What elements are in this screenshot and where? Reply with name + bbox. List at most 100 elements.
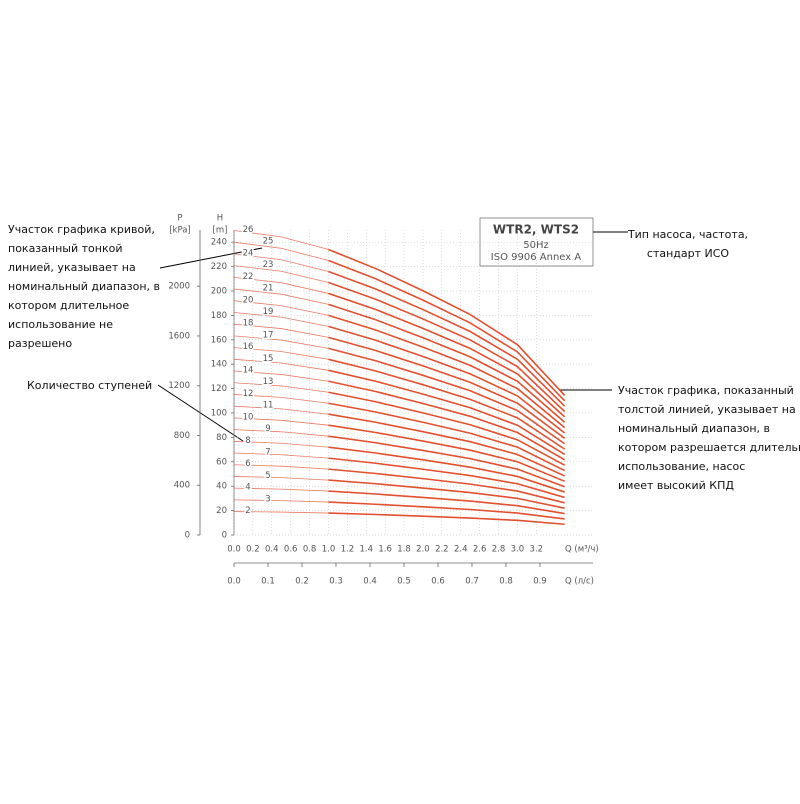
curve-thick [328,292,566,418]
x-tick-label: 3.0 [511,545,525,555]
curve-thick [328,325,566,434]
stage-label: 23 [263,260,274,270]
x-tick-label: 0.0 [227,545,241,555]
curve-thick [328,424,565,483]
x-tick-label: 2.4 [454,545,468,555]
stage-label: 9 [265,424,270,434]
y-tick-label: 180 [211,311,227,321]
curve-thin [233,265,329,283]
curve-thin [233,323,329,338]
x2-tick-label: 0.6 [431,577,445,587]
y-tick-label: 20 [216,506,227,516]
stage-label: 5 [265,471,270,481]
stage-label: 10 [243,412,254,422]
annotation: Тип насоса, частота, [627,228,748,241]
x-tick-label: 0.4 [265,545,279,555]
box-line: 50Hz [523,240,549,251]
x2-tick-label: 0.0 [227,577,241,587]
stage-label: 16 [243,342,254,352]
y-tick-label: 240 [211,238,227,248]
stage-label: 25 [263,237,274,247]
y2-tick-label: 0 [185,531,190,541]
x-tick-label: 1.2 [341,545,355,555]
curve-thin [233,440,329,448]
annotation: номинальный диапазон, в [8,280,160,293]
x-tick-label: 1.6 [378,545,392,555]
curve-thick [328,347,566,445]
stage-label: 13 [263,377,274,387]
curve-thick [328,501,565,520]
curve-thin [233,300,329,316]
x2-tick-label: 0.5 [397,577,411,587]
curve-thick [328,468,565,504]
annotation: линией, указывает на [8,261,136,274]
curve-thin [233,347,329,360]
y-axis-label: [m] [213,226,228,236]
stage-label: 7 [265,448,270,458]
x-tick-label: 0.2 [246,545,260,555]
x-axis-label: Q (м³/ч) [565,545,599,555]
stage-label: 6 [245,459,250,469]
annotation: разрешено [8,337,72,350]
stage-label: 17 [263,330,274,340]
curve-thick [328,281,566,413]
x2-tick-label: 0.3 [329,577,343,587]
stage-label: 19 [263,307,274,317]
stage-label: 8 [245,436,250,446]
y2-tick-label: 1600 [168,331,190,341]
x-tick-label: 1.8 [397,545,411,555]
stage-label: 11 [263,401,274,411]
y-tick-label: 160 [211,335,227,345]
curve-thin [233,429,329,437]
curve-thin [233,230,329,250]
curve-thin [233,253,329,272]
stage-label: 21 [263,284,274,294]
x-tick-label: 0.8 [303,545,317,555]
stage-label: 3 [265,494,270,504]
curve-thin [233,370,329,382]
x-tick-label: 2.6 [473,545,487,555]
stage-label: 18 [243,319,254,329]
curve-thick [328,259,566,402]
curve-thick [328,336,566,440]
curve-thick [328,512,565,526]
y-tick-label: 100 [211,409,227,419]
x-tick-label: 1.4 [359,545,373,555]
x-tick-label: 0.6 [284,545,298,555]
y-tick-label: 220 [211,262,227,272]
x2-axis-label: Q (л/с) [565,577,594,587]
curve-thick [328,358,566,450]
y-tick-label: 120 [211,384,227,394]
annotation: толстой линией, указывает на [618,403,796,416]
stage-label: 2 [245,506,250,516]
annotation: котором разрешается длительное [618,441,800,454]
x2-tick-label: 0.8 [499,577,513,587]
annotation: показанный тонкой [8,242,122,255]
annotation: использование не [8,318,113,331]
y-tick-label: 60 [216,457,227,467]
annotation: номинальный диапазон, в [618,422,770,435]
curve-thin [233,288,329,305]
curve-thick [328,248,566,396]
x-tick-label: 2.2 [435,545,449,555]
curve-thick [328,457,565,499]
x-tick-label: 2.8 [492,545,506,555]
annotation: Участок графика кривой, [8,223,155,236]
y2-tick-label: 2000 [168,282,190,292]
stage-label: 24 [243,248,254,258]
annotation: использование, насос [618,460,745,473]
curve-thin [233,241,329,261]
curve-thin [233,499,329,503]
x2-tick-label: 0.1 [261,577,275,587]
curve-thin [233,276,329,294]
curve-thin [233,476,329,481]
pointer [159,247,263,269]
y-tick-label: 40 [216,482,227,492]
x2-tick-label: 0.9 [533,577,547,587]
stage-label: 20 [243,295,254,305]
annotation: стандарт ИСО [647,247,730,260]
x2-tick-label: 0.7 [465,577,479,587]
curve-thick [328,369,566,456]
y2-tick-label: 1200 [168,381,190,391]
curve-thin [233,335,329,349]
